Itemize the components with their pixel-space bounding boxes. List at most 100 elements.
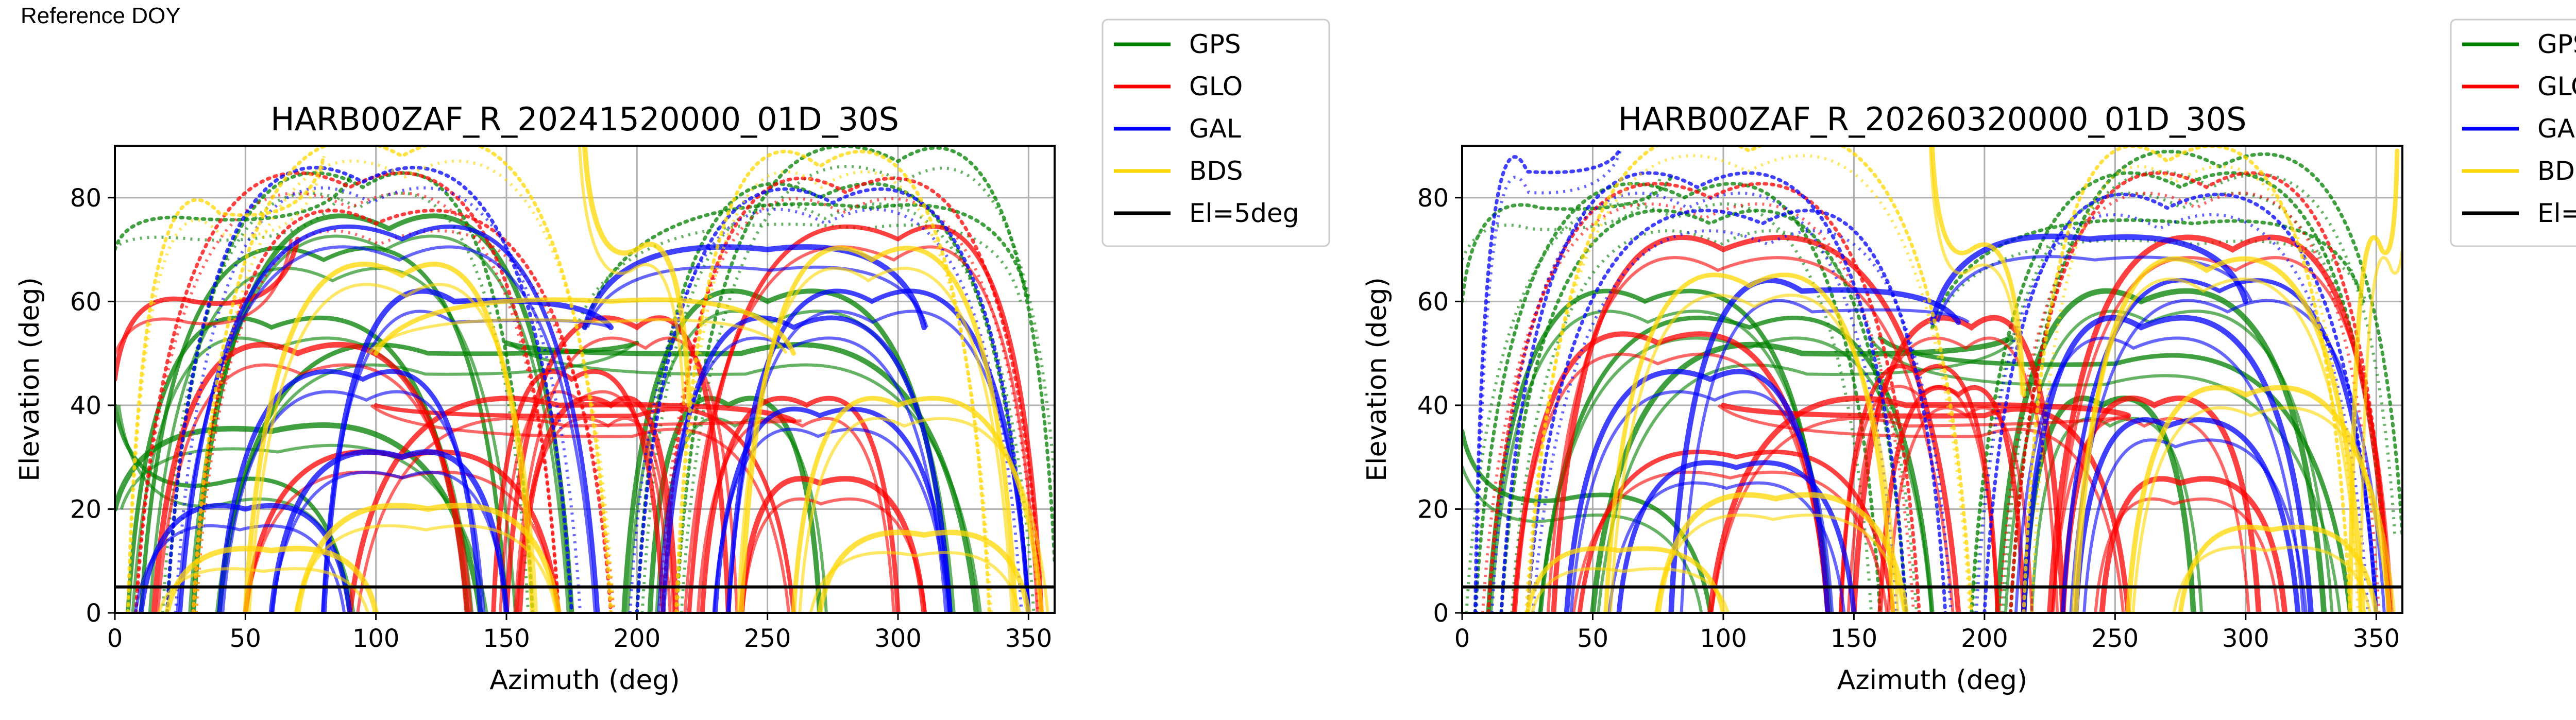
satellite-track: [817, 529, 1031, 613]
satellite-track: [1490, 192, 1899, 613]
satellite-track: [2051, 417, 2250, 613]
satellite-track: [2022, 146, 2352, 613]
satellite-track: [628, 208, 1023, 613]
satellite-track: [1877, 335, 2353, 613]
satellite-track: [676, 170, 993, 613]
satellite-track: [270, 470, 509, 613]
satellite-track: [138, 503, 352, 613]
satellite-track: [1607, 481, 1846, 613]
satellite-track: [370, 404, 791, 613]
satellite-track: [1928, 146, 2024, 395]
x-axis-label: Azimuth (deg): [1837, 665, 2027, 696]
x-tick-label: 200: [614, 624, 661, 653]
satellite-track: [2359, 234, 2402, 613]
satellite-track: [586, 265, 928, 328]
x-tick-label: 350: [1005, 624, 1053, 653]
x-tick-label: 150: [483, 624, 530, 653]
x-tick-label: 0: [107, 624, 123, 653]
axes-frame: [1461, 145, 2403, 614]
x-tick-label: 150: [1831, 624, 1878, 653]
satellite-track: [1531, 229, 1953, 613]
satellite-track: [1462, 428, 1713, 613]
y-tick-label: 60: [70, 287, 101, 316]
satellite-track: [1933, 238, 2367, 328]
satellite-track: [1839, 385, 1999, 613]
satellite-track: [2131, 406, 2396, 613]
satellite-track: [1603, 272, 1895, 613]
satellite-track: [1936, 255, 2253, 323]
satellite-track: [713, 406, 953, 613]
legend: GPS GLO GAL BDS El=5deg: [1101, 19, 1330, 247]
satellite-track: [1524, 154, 1972, 613]
reference-doy-label: Reference DOY: [21, 3, 181, 28]
satellite-track: [347, 396, 796, 613]
x-tick-label: 350: [2352, 624, 2400, 653]
satellite-track: [2172, 545, 2372, 613]
satellite-track: [126, 156, 326, 613]
satellite-track: [295, 503, 562, 613]
satellite-track: [2060, 395, 2262, 613]
satellite-track: [1668, 277, 1961, 613]
satellite-track: [2060, 278, 2379, 613]
satellite-track: [2030, 165, 2360, 613]
satellite-track: [1572, 470, 1889, 613]
series-bds: [1524, 146, 2402, 613]
x-tick-label: 50: [1577, 624, 1608, 653]
satellite-track: [165, 166, 574, 613]
y-axis-label: Elevation (deg): [14, 277, 45, 482]
satellite-track: [680, 165, 1055, 613]
legend: GPS GLO GAL BDS El=5deg: [2450, 19, 2576, 247]
satellite-track: [640, 202, 1036, 613]
satellite-track: [2069, 299, 2386, 613]
x-tick-label: 100: [352, 624, 400, 653]
satellite-track: [582, 244, 927, 331]
satellite-track: [798, 417, 1049, 613]
y-tick-label: 80: [70, 184, 101, 213]
satellite-track: [726, 288, 1031, 613]
satellite-track: [1473, 149, 1621, 613]
x-tick-label: 250: [744, 624, 791, 653]
satellite-track: [1868, 337, 2342, 613]
y-tick-label: 0: [86, 599, 101, 628]
legend-label-el-5deg: El=5deg: [1189, 198, 1299, 228]
satellite-track: [194, 159, 616, 613]
subplot-2: HARB00ZAF_R_20260320000_01D_30S 0 50 100 150…: [1362, 19, 2576, 696]
legend-label-bds: BDS: [2537, 156, 2576, 186]
series-bds: [126, 146, 1049, 613]
satellite-track: [741, 497, 927, 613]
x-tick-label: 100: [1700, 624, 1747, 653]
satellite-track: [1609, 294, 1900, 613]
satellite-track: [139, 246, 509, 613]
satellite-track: [374, 297, 796, 356]
satellite-track: [221, 390, 485, 613]
x-tick-label: 50: [230, 624, 261, 653]
satellite-track: [635, 187, 1030, 613]
satellite-track: [2348, 148, 2400, 613]
legend-label-gal: GAL: [1189, 114, 1241, 144]
legend-label-glo: GLO: [1189, 72, 1243, 101]
satellite-track: [1465, 202, 1873, 613]
satellite-track: [727, 310, 1031, 613]
y-tick-label: 60: [1417, 287, 1449, 316]
satellite-track: [491, 369, 666, 613]
y-tick-label: 20: [70, 495, 101, 524]
satellite-track: [2094, 497, 2280, 613]
satellite-track: [1499, 209, 1908, 613]
satellite-track: [661, 176, 1044, 613]
satellite-track: [374, 403, 796, 613]
legend-label-glo: GLO: [2537, 72, 2576, 101]
satellite-track: [2071, 277, 2362, 613]
satellite-track: [683, 245, 1039, 613]
satellite-track: [164, 545, 379, 613]
satellite-track: [1929, 233, 2249, 325]
legend-label-gps: GPS: [2537, 29, 2576, 59]
y-tick-label: 40: [1417, 391, 1449, 420]
satellite-track: [1930, 146, 2026, 398]
x-tick-label: 200: [1961, 624, 2008, 653]
legend-label-gps: GPS: [1189, 29, 1241, 59]
x-tick-label: 300: [874, 624, 922, 653]
satellite-track: [1526, 146, 1974, 613]
data-layer: [1462, 146, 2402, 613]
satellite-track: [2082, 438, 2308, 613]
